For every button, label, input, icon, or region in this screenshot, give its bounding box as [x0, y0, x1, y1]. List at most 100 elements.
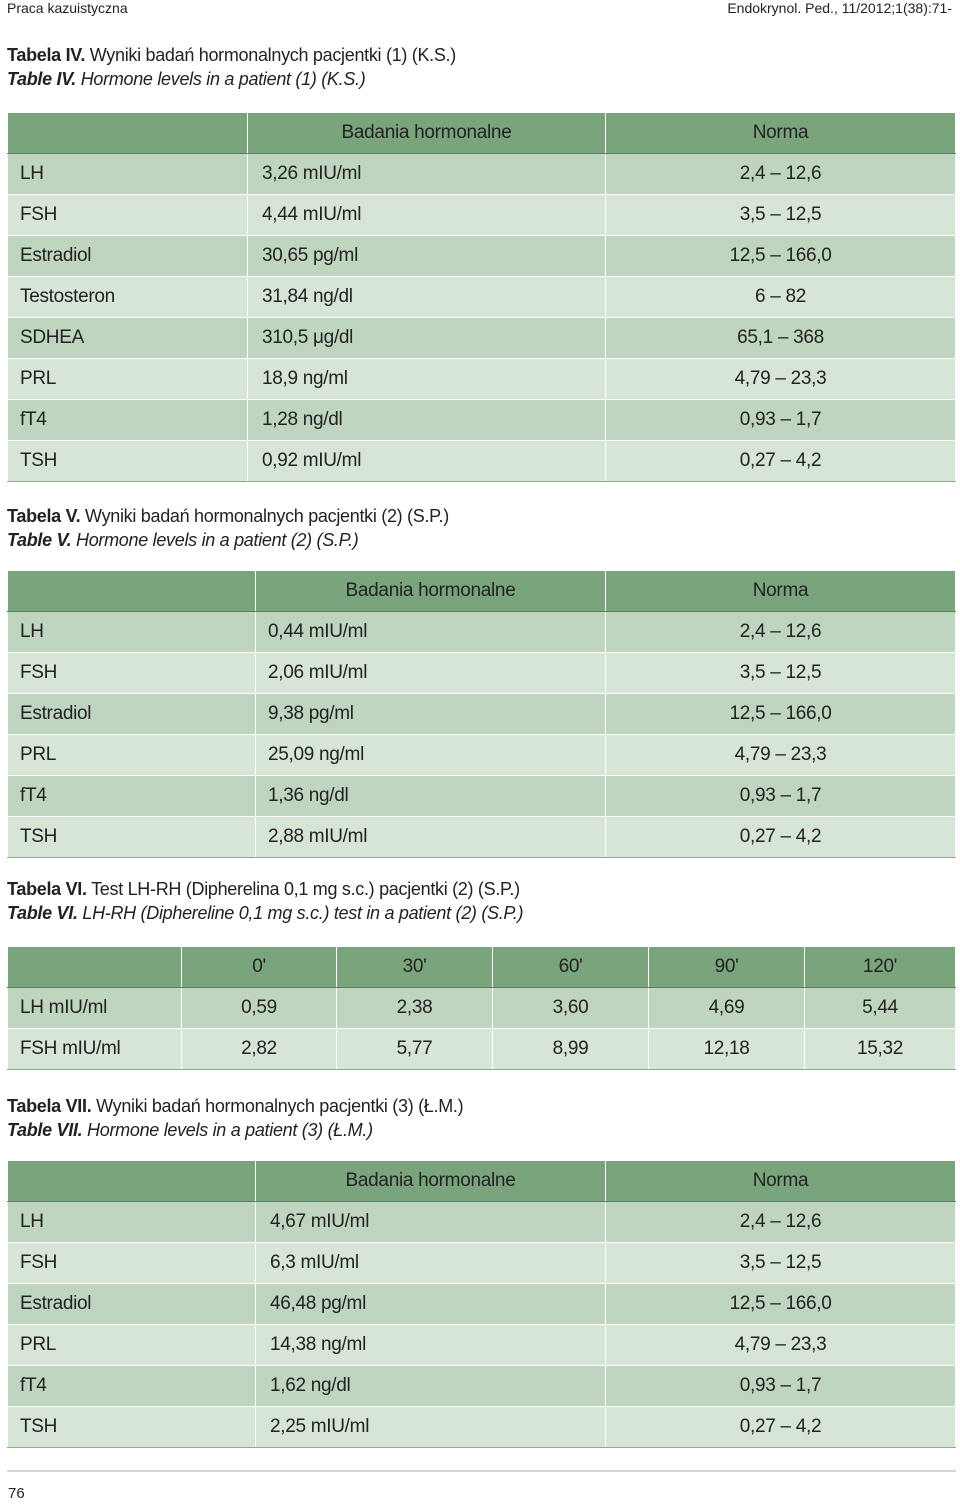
table-row: Estradiol 46,48 pg/ml 12,5 – 166,0	[7, 1283, 956, 1325]
table-vii: Badania hormonalne Norma LH 4,67 mIU/ml 2,…	[7, 1160, 956, 1448]
norm-range: 6 – 82	[605, 276, 956, 318]
table-header-row: Badania hormonalne Norma	[7, 1160, 956, 1202]
table-iv-caption-pl: Tabela IV. Wyniki badań hormonalnych pac…	[7, 43, 456, 67]
hormone-name: Estradiol	[7, 1283, 256, 1325]
norm-range: 2,4 – 12,6	[605, 1201, 956, 1243]
table-row: TSH 2,25 mIU/ml 0,27 – 4,2	[7, 1406, 956, 1448]
caption-text: LH-RH (Diphereline 0,1 mg s.c.) test in …	[77, 903, 524, 923]
table-vii-caption-en: Table VII. Hormone levels in a patient (…	[7, 1118, 373, 1142]
table-row: SDHEA 310,5 μg/dl 65,1 – 368	[7, 317, 956, 359]
norm-range: 3,5 – 12,5	[605, 1242, 956, 1284]
hormone-name: SDHEA	[7, 317, 248, 359]
header-cell	[7, 946, 182, 988]
table-row: PRL 14,38 ng/ml 4,79 – 23,3	[7, 1324, 956, 1366]
caption-label: Tabela V.	[7, 506, 81, 526]
table-row: fT4 1,62 ng/dl 0,93 – 1,7	[7, 1365, 956, 1407]
norm-range: 0,27 – 4,2	[605, 440, 956, 482]
result-value: 2,88 mIU/ml	[255, 816, 606, 858]
table-v: Badania hormonalne Norma LH 0,44 mIU/ml 2,…	[7, 570, 956, 858]
header-cell: Norma	[605, 570, 956, 612]
header-cell: 90'	[648, 946, 805, 988]
result-value: 0,44 mIU/ml	[255, 611, 606, 653]
hormone-name: FSH	[7, 1242, 256, 1284]
table-row: LH 3,26 mIU/ml 2,4 – 12,6	[7, 153, 956, 195]
table-header-row: Badania hormonalne Norma	[7, 112, 956, 154]
result-value: 18,9 ng/ml	[247, 358, 606, 400]
table-vii-caption-pl: Tabela VII. Wyniki badań hormonalnych pa…	[7, 1094, 464, 1118]
norm-range: 2,4 – 12,6	[605, 153, 956, 195]
table-row: PRL 18,9 ng/ml 4,79 – 23,3	[7, 358, 956, 400]
result-value: 2,06 mIU/ml	[255, 652, 606, 694]
result-value: 14,38 ng/ml	[255, 1324, 606, 1366]
hormone-name: FSH	[7, 652, 256, 694]
table-row: LH 0,44 mIU/ml 2,4 – 12,6	[7, 611, 956, 653]
header-cell: 120'	[804, 946, 956, 988]
result-value: 4,44 mIU/ml	[247, 194, 606, 236]
result-value: 0,92 mIU/ml	[247, 440, 606, 482]
hormone-name: FSH	[7, 194, 248, 236]
norm-range: 4,79 – 23,3	[605, 1324, 956, 1366]
hormone-name: fT4	[7, 399, 248, 441]
test-value: 15,32	[804, 1028, 956, 1070]
hormone-name: PRL	[7, 1324, 256, 1366]
norm-range: 12,5 – 166,0	[605, 235, 956, 277]
row-label: FSH mIU/ml	[7, 1028, 182, 1070]
hormone-name: PRL	[7, 358, 248, 400]
test-value: 5,44	[804, 987, 956, 1029]
header-cell: Badania hormonalne	[255, 1160, 606, 1202]
test-value: 12,18	[648, 1028, 805, 1070]
test-value: 3,60	[492, 987, 649, 1029]
result-value: 310,5 μg/dl	[247, 317, 606, 359]
hormone-name: PRL	[7, 734, 256, 776]
test-value: 0,59	[181, 987, 337, 1029]
table-vi-caption-en: Table VI. LH-RH (Diphereline 0,1 mg s.c.…	[7, 901, 524, 925]
caption-label: Table VI.	[7, 903, 78, 923]
hormone-name: fT4	[7, 1365, 256, 1407]
caption-text: Hormone levels in a patient (2) (S.P.)	[71, 530, 359, 550]
caption-label: Table VII.	[7, 1120, 83, 1140]
hormone-name: Estradiol	[7, 693, 256, 735]
caption-label: Table V.	[7, 530, 72, 550]
table-vi-caption-pl: Tabela VI. Test LH-RH (Dipherelina 0,1 m…	[7, 877, 520, 901]
header-cell: Badania hormonalne	[255, 570, 606, 612]
test-value: 2,38	[336, 987, 493, 1029]
result-value: 30,65 pg/ml	[247, 235, 606, 277]
table-vi: 0' 30' 60' 90' 120' LH mIU/ml 0,59 2,38 …	[7, 946, 956, 1070]
table-row: PRL 25,09 ng/ml 4,79 – 23,3	[7, 734, 956, 776]
table-row: fT4 1,36 ng/dl 0,93 – 1,7	[7, 775, 956, 817]
result-value: 25,09 ng/ml	[255, 734, 606, 776]
test-value: 4,69	[648, 987, 805, 1029]
test-value: 8,99	[492, 1028, 649, 1070]
footer-divider	[7, 1470, 956, 1472]
norm-range: 12,5 – 166,0	[605, 1283, 956, 1325]
page-number: 76	[8, 1485, 25, 1502]
norm-range: 65,1 – 368	[605, 317, 956, 359]
table-row: Estradiol 30,65 pg/ml 12,5 – 166,0	[7, 235, 956, 277]
caption-text: Wyniki badań hormonalnych pacjentki (2) …	[80, 506, 449, 526]
result-value: 2,25 mIU/ml	[255, 1406, 606, 1448]
norm-range: 4,79 – 23,3	[605, 358, 956, 400]
hormone-name: TSH	[7, 1406, 256, 1448]
result-value: 46,48 pg/ml	[255, 1283, 606, 1325]
header-cell	[7, 570, 256, 612]
header-cell: 60'	[492, 946, 649, 988]
caption-label: Tabela VI.	[7, 879, 87, 899]
hormone-name: TSH	[7, 440, 248, 482]
table-row: LH mIU/ml 0,59 2,38 3,60 4,69 5,44	[7, 987, 956, 1029]
norm-range: 3,5 – 12,5	[605, 652, 956, 694]
norm-range: 3,5 – 12,5	[605, 194, 956, 236]
result-value: 1,36 ng/dl	[255, 775, 606, 817]
hormone-name: Testosteron	[7, 276, 248, 318]
norm-range: 0,27 – 4,2	[605, 1406, 956, 1448]
table-v-caption-en: Table V. Hormone levels in a patient (2)…	[7, 528, 359, 552]
norm-range: 0,93 – 1,7	[605, 775, 956, 817]
norm-range: 4,79 – 23,3	[605, 734, 956, 776]
caption-label: Tabela VII.	[7, 1096, 92, 1116]
table-row: Testosteron 31,84 ng/dl 6 – 82	[7, 276, 956, 318]
table-row: LH 4,67 mIU/ml 2,4 – 12,6	[7, 1201, 956, 1243]
header-cell: Norma	[605, 112, 956, 154]
test-value: 5,77	[336, 1028, 493, 1070]
table-row: TSH 2,88 mIU/ml 0,27 – 4,2	[7, 816, 956, 858]
hormone-name: Estradiol	[7, 235, 248, 277]
caption-text: Hormone levels in a patient (1) (K.S.)	[76, 69, 366, 89]
